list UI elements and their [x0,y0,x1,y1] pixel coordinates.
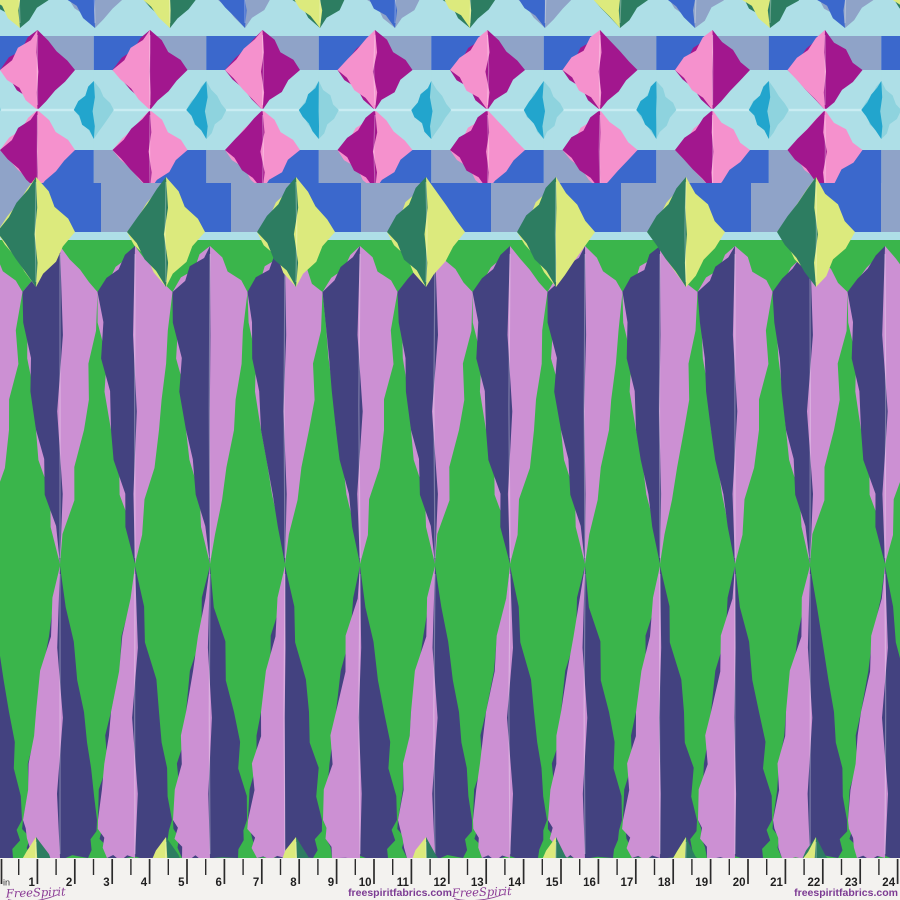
ruler-number-19: 19 [695,877,708,889]
ruler-number-21: 21 [770,877,783,889]
ruler-number-17: 17 [621,877,634,889]
ruler-number-22: 22 [808,877,821,889]
ruler-number-4: 4 [141,877,148,889]
ruler-number-3: 3 [103,877,109,889]
ruler-number-13: 13 [471,877,484,889]
ruler-number-23: 23 [845,877,858,889]
ruler-number-20: 20 [733,877,746,889]
ruler-unit-label: in [3,878,10,888]
ruler-number-2: 2 [66,877,72,889]
pattern-row-green-diamond-row [0,177,900,287]
ruler-url-right: freespiritfabrics.com [794,887,898,899]
brand-logo-flourish-center [453,893,505,900]
ruler-number-10: 10 [359,877,372,889]
selvage-ruler: 1 2 3 4 5 6 7 8 9 10 11 12 13 14 15 16 17 18 19 20 21 22 23 24 … [0,858,900,900]
mirror-line-bowties [0,81,900,139]
ruler-number-6: 6 [215,877,221,889]
ruler-number-16: 16 [583,877,596,889]
ruler-number-8: 8 [290,877,297,889]
ruler-number-11: 11 [397,877,410,889]
ruler-url-center: freespiritfabrics.com [348,887,452,899]
ruler-number-1: 1 [28,877,35,889]
ruler-number-14: 14 [508,877,521,889]
ruler-number-12: 12 [434,877,447,889]
brand-script-logo-left: FreeSpirit [5,884,67,900]
ruler-number-9: 9 [328,877,334,889]
ruler-number-18: 18 [658,877,671,889]
brand-script-logo-center: FreeSpirit [451,884,513,900]
ruler-ticks [0,859,899,884]
brand-logo-flourish-left [7,894,59,900]
pattern-row-top-edge-row [0,0,900,28]
ruler-number-15: 15 [546,877,559,889]
ruler-number-7: 7 [253,877,259,889]
harlequin-spikes [0,246,900,861]
ruler-number-5: 5 [178,877,185,889]
ruler-numbers: 1 2 3 4 5 6 7 8 9 10 11 12 13 14 15 16 17 18 19 20 21 22 23 24 [28,877,895,889]
ruler-number-24: 24 [882,877,895,889]
pattern-row-lower-pink-diamond-row [0,110,900,190]
